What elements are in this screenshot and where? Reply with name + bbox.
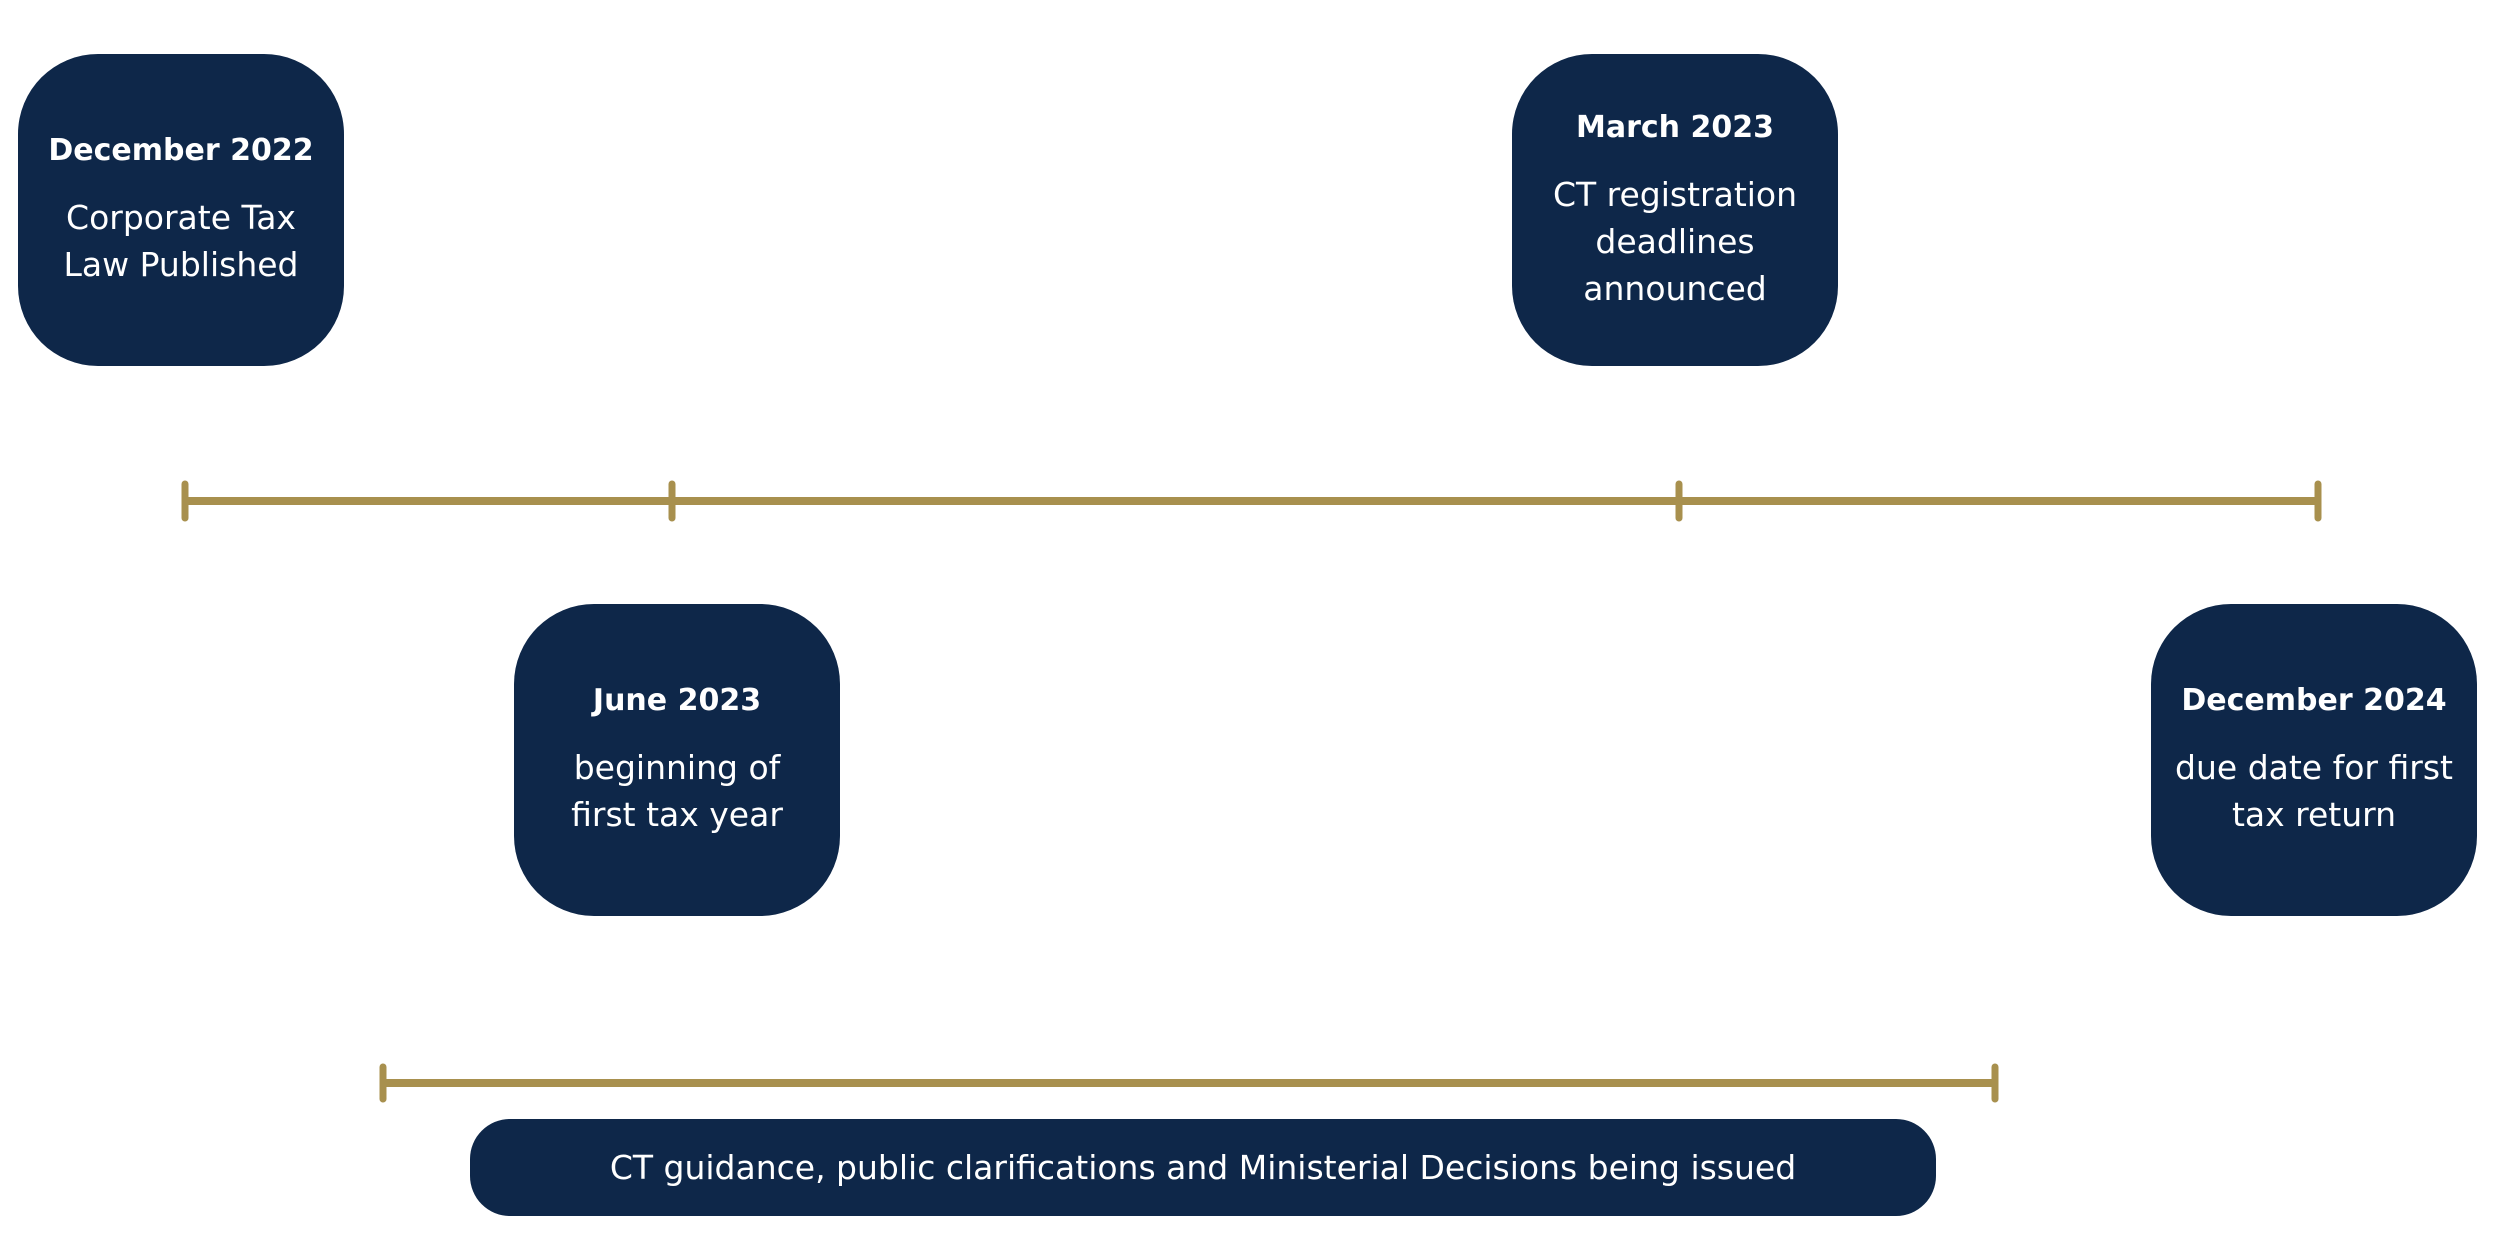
milestone-date: March 2023 [1576, 109, 1774, 145]
milestone-description: due date for first tax return [2175, 748, 2453, 834]
milestone-card-june-2023: June 2023 beginning of first tax year [514, 604, 840, 916]
milestone-date: June 2023 [592, 683, 762, 718]
milestone-date: December 2024 [2181, 683, 2447, 718]
guidance-period-bar: CT guidance, public clarifications and M… [470, 1119, 1936, 1216]
milestone-description: CT registration deadlines announced [1552, 174, 1798, 308]
milestone-description: Corporate Tax Law Published [63, 198, 299, 284]
milestone-card-december-2022: December 2022 Corporate Tax Law Publishe… [18, 54, 344, 366]
milestone-card-december-2024: December 2024 due date for first tax ret… [2151, 604, 2477, 916]
milestone-date: December 2022 [48, 133, 314, 168]
milestone-card-march-2023: March 2023 CT registration deadlines ann… [1512, 54, 1838, 366]
milestone-description: beginning of first tax year [571, 748, 783, 834]
